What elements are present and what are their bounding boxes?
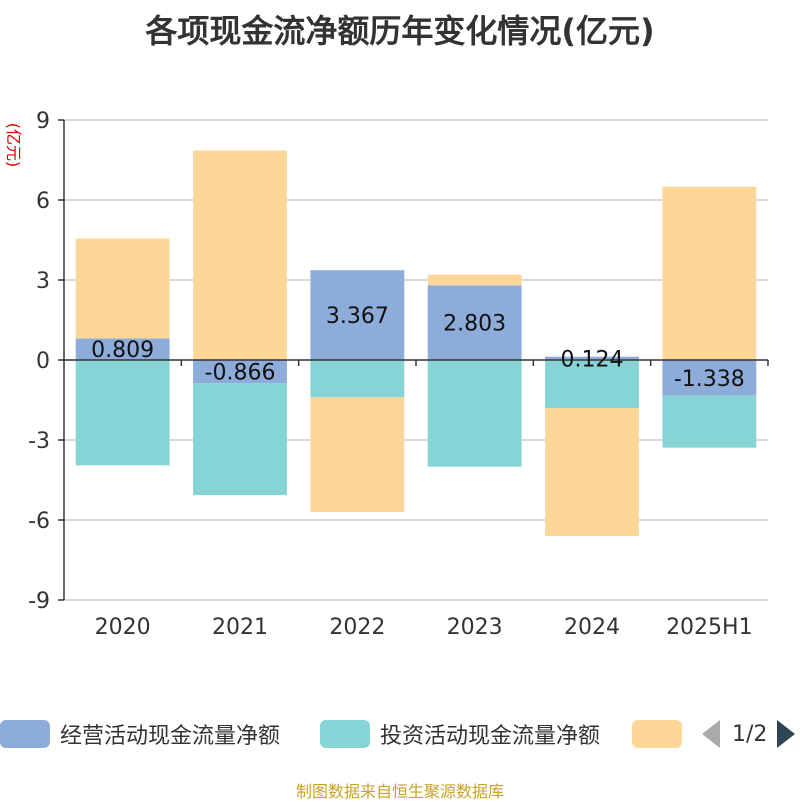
bar-series1-2021[interactable] (193, 383, 287, 496)
legend-item-financing[interactable] (632, 716, 692, 752)
data-label-2024: 0.124 (561, 347, 624, 372)
bar-series2-2020[interactable] (75, 238, 170, 339)
data-label-2023: 2.803 (443, 312, 506, 337)
x-tick-label: 2022 (329, 615, 385, 640)
legend-item-investing[interactable]: 投资活动现金流量净额 (320, 716, 600, 752)
data-label-2025H1: -1.338 (674, 367, 745, 392)
y-tick-label: -9 (28, 589, 50, 614)
data-label-2021: -0.866 (205, 361, 276, 386)
bar-series2-2021[interactable] (193, 150, 287, 360)
legend-swatch-operating (0, 720, 50, 748)
y-axis-label: (亿元) (4, 123, 23, 168)
bar-series0-2024[interactable] (545, 356, 639, 360)
bar-series0-2025H1[interactable] (662, 360, 757, 396)
bar-series1-2025H1[interactable] (662, 395, 757, 448)
bar-series2-2022[interactable] (310, 397, 405, 512)
x-tick-label: 2020 (95, 615, 151, 640)
y-tick-label: -3 (28, 429, 50, 454)
legend-swatch-investing (320, 720, 370, 748)
bar-series0-2023[interactable] (427, 285, 522, 360)
chart-title: 各项现金流净额历年变化情况(亿元) (145, 12, 655, 50)
x-tick-label: 2023 (447, 615, 503, 640)
legend-pager: 1/2 (702, 716, 796, 752)
legend-label-investing: 投资活动现金流量净额 (380, 724, 601, 749)
bar-series2-2025H1[interactable] (662, 186, 757, 360)
pager-page-indicator: 1/2 (732, 721, 768, 747)
pager-prev-icon[interactable] (702, 720, 720, 748)
x-tick-label: 2021 (212, 615, 268, 640)
bar-series1-2022[interactable] (310, 360, 405, 398)
x-tick-label: 2025H1 (666, 615, 753, 640)
legend-item-operating[interactable]: 经营活动现金流量净额 (0, 716, 280, 752)
bar-series2-2024[interactable] (545, 408, 639, 536)
bar-series2-2023[interactable] (427, 274, 522, 286)
y-tick-label: -6 (28, 509, 50, 534)
bar-series0-2020[interactable] (75, 338, 170, 360)
legend: 经营活动现金流量净额 投资活动现金流量净额 1/2 (0, 716, 800, 752)
bar-series0-2022[interactable] (310, 270, 405, 360)
x-tick-label: 2024 (564, 615, 620, 640)
bar-series1-2020[interactable] (75, 360, 170, 466)
data-label-2020: 0.809 (91, 338, 154, 363)
data-label-2022: 3.367 (326, 304, 389, 329)
y-tick-label: 9 (36, 109, 50, 134)
bar-series1-2024[interactable] (545, 360, 639, 408)
y-tick-label: 3 (36, 269, 50, 294)
source-note: 制图数据来自恒生聚源数据库 (295, 782, 504, 801)
y-tick-label: 0 (36, 349, 50, 374)
legend-swatch-financing (632, 720, 682, 748)
bar-series0-2021[interactable] (193, 360, 287, 384)
pager-next-icon[interactable] (777, 720, 796, 748)
bar-series1-2023[interactable] (427, 360, 522, 467)
legend-label-operating: 经营活动现金流量净额 (60, 724, 281, 749)
y-tick-label: 6 (36, 189, 50, 214)
